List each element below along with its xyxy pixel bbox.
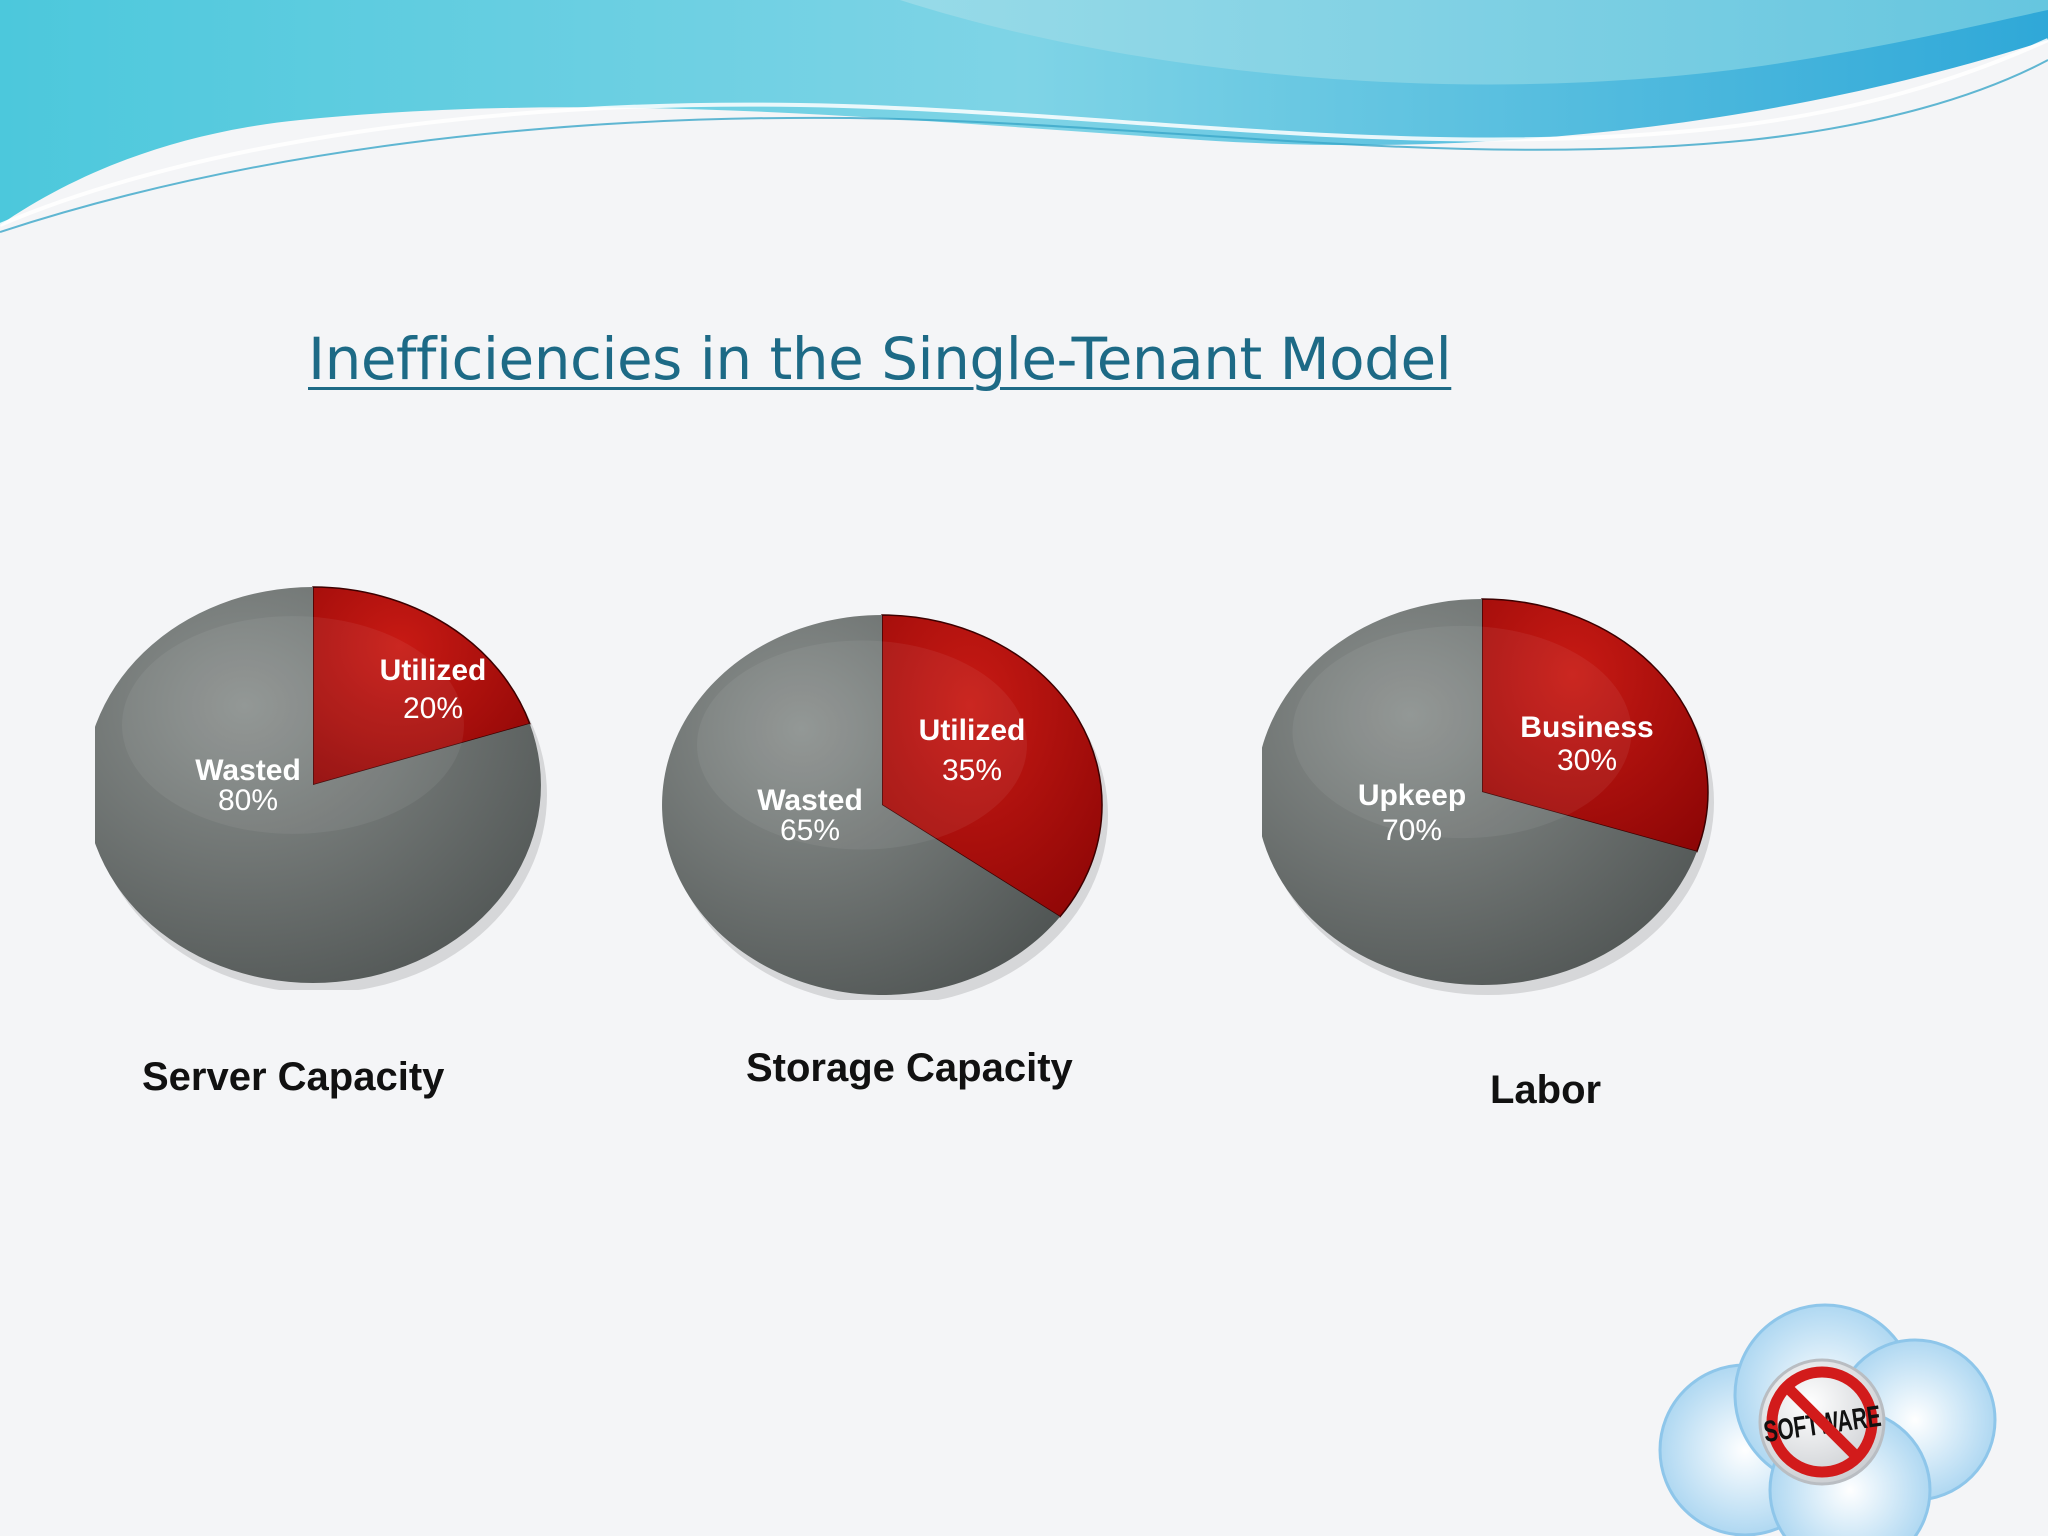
slice-value-upkeep: 70% xyxy=(1382,814,1442,847)
chart-caption-server-capacity: Server Capacity xyxy=(142,1055,445,1099)
pie-slice-upkeep xyxy=(1262,599,1697,985)
slice-value-utilized: 20% xyxy=(403,692,463,725)
pie-slice-utilized xyxy=(881,614,1103,918)
chart-caption-storage-capacity: Storage Capacity xyxy=(746,1046,1073,1090)
pie-slice-business xyxy=(1481,598,1709,853)
chart-caption-labor: Labor xyxy=(1490,1068,1602,1112)
header-wave-decoration xyxy=(0,0,2048,233)
slice-value-wasted: 65% xyxy=(780,814,840,847)
slice-label-utilized: Utilized xyxy=(380,654,487,687)
pie-slice-utilized xyxy=(312,586,531,786)
pie-highlight xyxy=(122,616,464,834)
slice-label-wasted: Wasted xyxy=(757,784,863,817)
slice-value-business: 30% xyxy=(1557,744,1617,777)
pie-slice-wasted xyxy=(95,587,541,983)
no-software-cloud-icon: SOFTWARE xyxy=(1658,1303,1997,1536)
pie-highlight xyxy=(697,640,1027,850)
slice-label-business: Business xyxy=(1520,711,1653,744)
pie-highlight xyxy=(1292,625,1632,839)
slice-value-utilized: 35% xyxy=(942,754,1002,787)
slice-label-utilized: Utilized xyxy=(919,714,1026,747)
slide-title: Inefficiencies in the Single-Tenant Mode… xyxy=(308,325,1452,393)
slice-label-wasted: Wasted xyxy=(195,754,301,787)
slice-label-upkeep: Upkeep xyxy=(1358,779,1466,812)
slice-value-wasted: 80% xyxy=(218,784,278,817)
pie-slice-wasted xyxy=(662,615,1060,995)
